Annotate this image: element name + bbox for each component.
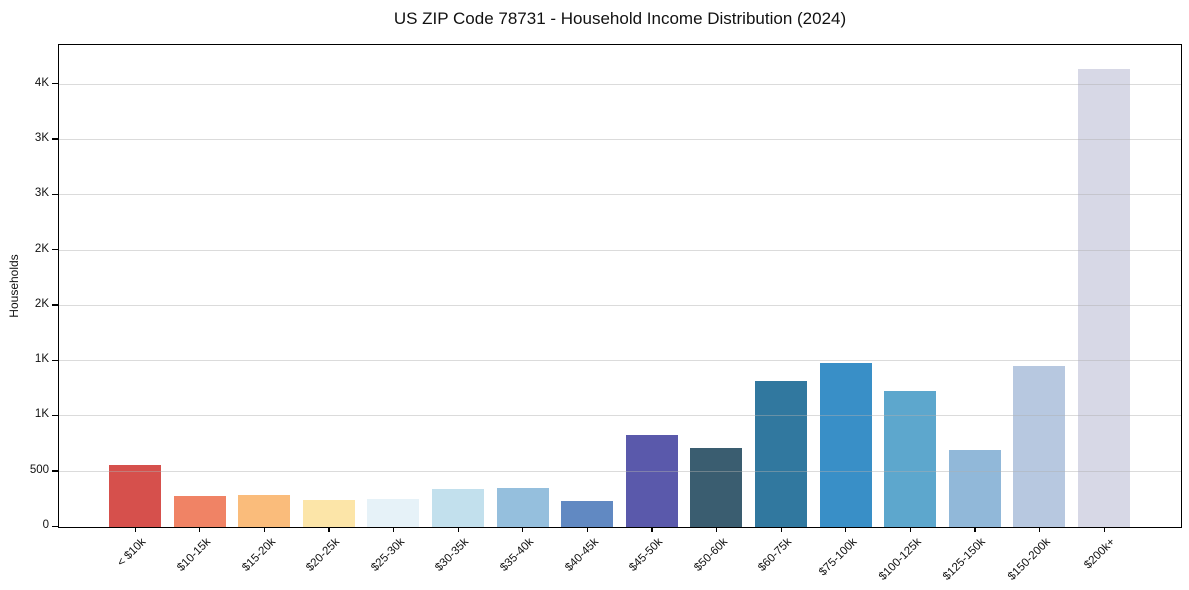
y-tick-label: 2K bbox=[34, 242, 49, 255]
y-tick-label: 2K bbox=[34, 297, 49, 310]
x-tick-mark bbox=[199, 527, 201, 532]
y-tick-mark bbox=[52, 138, 58, 140]
x-tick-mark bbox=[522, 527, 524, 532]
bar bbox=[1078, 69, 1130, 527]
x-tick-mark bbox=[845, 527, 847, 532]
y-tick-label: 3K bbox=[34, 187, 49, 200]
x-tick-mark bbox=[909, 527, 911, 532]
y-tick-mark bbox=[52, 249, 58, 251]
x-tick-label: $10-15k bbox=[175, 536, 214, 574]
y-tick-label: 1K bbox=[34, 353, 49, 366]
bar bbox=[884, 391, 937, 527]
bar bbox=[625, 434, 678, 527]
x-tick-mark bbox=[651, 527, 653, 532]
x-tick-mark bbox=[134, 527, 136, 532]
x-tick-label: $75-100k bbox=[816, 536, 860, 579]
x-tick-label: $40-45k bbox=[562, 536, 601, 574]
x-tick-mark bbox=[586, 527, 588, 532]
x-tick-mark bbox=[780, 527, 782, 532]
bar bbox=[948, 450, 1001, 527]
x-tick-mark bbox=[974, 527, 976, 532]
x-tick-label: $50-60k bbox=[692, 536, 730, 574]
x-tick-mark bbox=[392, 527, 395, 532]
y-tick-mark bbox=[52, 414, 58, 417]
y-tick-mark bbox=[52, 193, 58, 196]
x-tick-label: < $10k bbox=[115, 536, 149, 570]
x-tick-label: $15-20k bbox=[239, 536, 278, 574]
y-tick-mark bbox=[52, 83, 58, 85]
gridline bbox=[59, 83, 1181, 85]
x-tick-label: $200k+ bbox=[1082, 536, 1118, 572]
y-tick-mark bbox=[52, 359, 58, 361]
gridline bbox=[59, 360, 1181, 362]
x-tick-mark bbox=[263, 527, 265, 532]
x-tick-mark bbox=[715, 527, 718, 532]
gridline bbox=[59, 249, 1181, 251]
y-tick-label: 3K bbox=[34, 131, 49, 144]
x-tick-label: $100-125k bbox=[876, 536, 924, 583]
bar bbox=[755, 380, 807, 527]
bar bbox=[1013, 366, 1066, 527]
bar bbox=[819, 363, 872, 527]
bar bbox=[302, 499, 355, 527]
y-tick-mark bbox=[52, 470, 58, 472]
gridline bbox=[59, 139, 1181, 140]
bar bbox=[690, 447, 743, 527]
y-tick-label: 500 bbox=[29, 463, 49, 476]
y-tick-label: 0 bbox=[42, 519, 49, 531]
x-tick-label: $45-50k bbox=[627, 536, 666, 574]
bar bbox=[496, 487, 549, 527]
chart-title: US ZIP Code 78731 - Household Income Dis… bbox=[393, 9, 847, 28]
bar bbox=[173, 495, 226, 527]
bar bbox=[238, 494, 291, 527]
bar bbox=[432, 489, 484, 527]
x-tick-label: $20-25k bbox=[304, 536, 343, 574]
x-tick-label: $150-200k bbox=[1005, 536, 1053, 583]
y-tick-mark bbox=[52, 525, 58, 527]
x-tick-label: $25-30k bbox=[369, 536, 407, 574]
gridline bbox=[59, 304, 1181, 306]
x-tick-mark bbox=[1103, 527, 1105, 532]
y-tick-mark bbox=[52, 304, 58, 306]
bar bbox=[109, 465, 161, 527]
y-tick-label: 4K bbox=[34, 76, 49, 89]
x-tick-mark bbox=[1038, 527, 1041, 532]
x-tick-label: $60-75k bbox=[756, 536, 795, 574]
x-tick-label: $125-150k bbox=[941, 536, 989, 583]
x-tick-mark bbox=[457, 527, 459, 532]
bar bbox=[561, 500, 614, 527]
x-tick-label: $35-40k bbox=[498, 536, 537, 574]
gridline bbox=[59, 194, 1181, 196]
y-tick-label: 1K bbox=[34, 408, 49, 421]
bar bbox=[367, 499, 420, 527]
x-tick-mark bbox=[328, 527, 330, 532]
plot-area: < $10k $10-15k $15-20k $20-25k $25-30k $30-35… bbox=[30, 44, 1182, 583]
x-tick-label: $30-35k bbox=[433, 536, 472, 574]
